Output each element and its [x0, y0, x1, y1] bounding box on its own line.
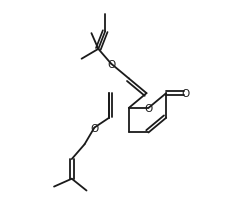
Text: O: O — [181, 89, 189, 99]
Text: O: O — [107, 59, 115, 69]
Text: O: O — [144, 103, 153, 113]
Text: O: O — [90, 123, 98, 133]
